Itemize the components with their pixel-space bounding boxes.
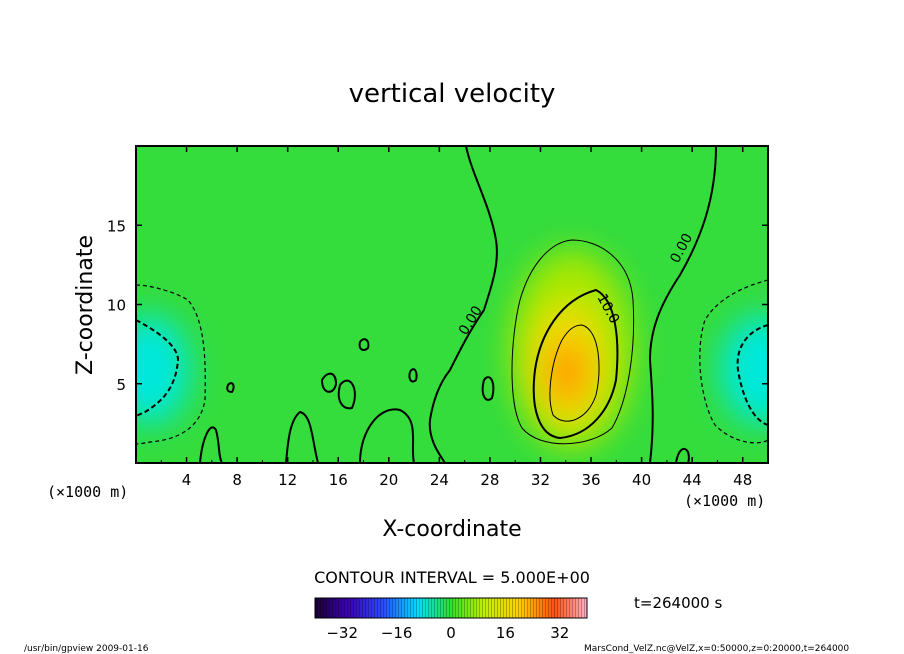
- x-tick-label: 8: [232, 471, 242, 489]
- x-tick-label: 4: [182, 471, 192, 489]
- colorbar-tick-label: 0: [446, 624, 456, 642]
- x-unit-left: (×1000 m): [47, 483, 128, 501]
- footer-right: MarsCond_VelZ.nc@VelZ,x=0:50000,z=0:2000…: [584, 644, 849, 654]
- footer-left: /usr/bin/gpview 2009-01-16: [24, 644, 149, 654]
- x-tick-label: 28: [480, 471, 499, 489]
- colorbar: [314, 597, 588, 619]
- y-tick-label: 10: [107, 297, 126, 315]
- x-tick-label: 36: [581, 471, 600, 489]
- x-axis: 4 8 12 16 20 24 28 32 36 40 44 48: [160, 146, 752, 489]
- x-tick-label: 44: [683, 471, 702, 489]
- x-unit-right: (×1000 m): [684, 492, 765, 510]
- plot-area: [136, 146, 768, 463]
- y-axis-label: Z-coordinate: [73, 235, 98, 375]
- x-tick-label: 20: [379, 471, 398, 489]
- time-label: t=264000 s: [634, 594, 722, 612]
- x-tick-label: 40: [632, 471, 651, 489]
- colorbar-tick-label: 16: [496, 624, 515, 642]
- colorbar-ticks: −32 −16 0 16 32: [326, 624, 569, 642]
- colorbar-tick-label: −16: [381, 624, 413, 642]
- x-tick-label: 32: [531, 471, 550, 489]
- y-axis: 5 10 15: [107, 217, 768, 394]
- x-tick-label: 24: [430, 471, 449, 489]
- y-tick-label: 5: [116, 376, 126, 394]
- x-axis-label: X-coordinate: [382, 517, 521, 542]
- y-tick-label: 15: [107, 217, 126, 235]
- chart-title: vertical velocity: [349, 79, 556, 109]
- contour-interval: CONTOUR INTERVAL = 5.000E+00: [314, 568, 590, 587]
- colorbar-tick-label: 32: [550, 624, 569, 642]
- x-tick-label: 12: [278, 471, 297, 489]
- x-tick-label: 48: [733, 471, 752, 489]
- x-tick-label: 16: [329, 471, 348, 489]
- colorbar-tick-label: −32: [326, 624, 358, 642]
